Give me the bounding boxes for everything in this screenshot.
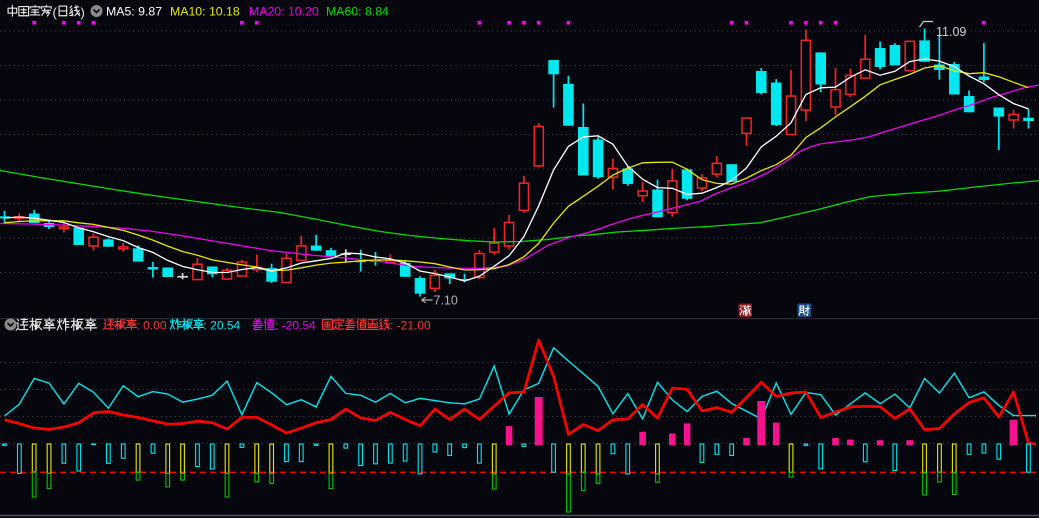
svg-text:: -21.00: : -21.00 (390, 319, 431, 333)
svg-text:: 0.00: : 0.00 (137, 319, 167, 333)
svg-text:MA20: 10.20: MA20: 10.20 (249, 5, 319, 19)
svg-text:11.09: 11.09 (936, 25, 966, 39)
svg-text:: -20.54: : -20.54 (275, 319, 316, 333)
svg-text:: 20.54: : 20.54 (204, 319, 241, 333)
svg-text:MA60: 8.84: MA60: 8.84 (326, 5, 389, 19)
svg-text:MA5: 9.87: MA5: 9.87 (106, 5, 162, 19)
svg-text:(: ( (53, 5, 58, 20)
svg-text:MA10: 10.18: MA10: 10.18 (170, 5, 240, 19)
svg-text:7.10: 7.10 (434, 294, 458, 308)
svg-text:): ) (81, 5, 85, 20)
